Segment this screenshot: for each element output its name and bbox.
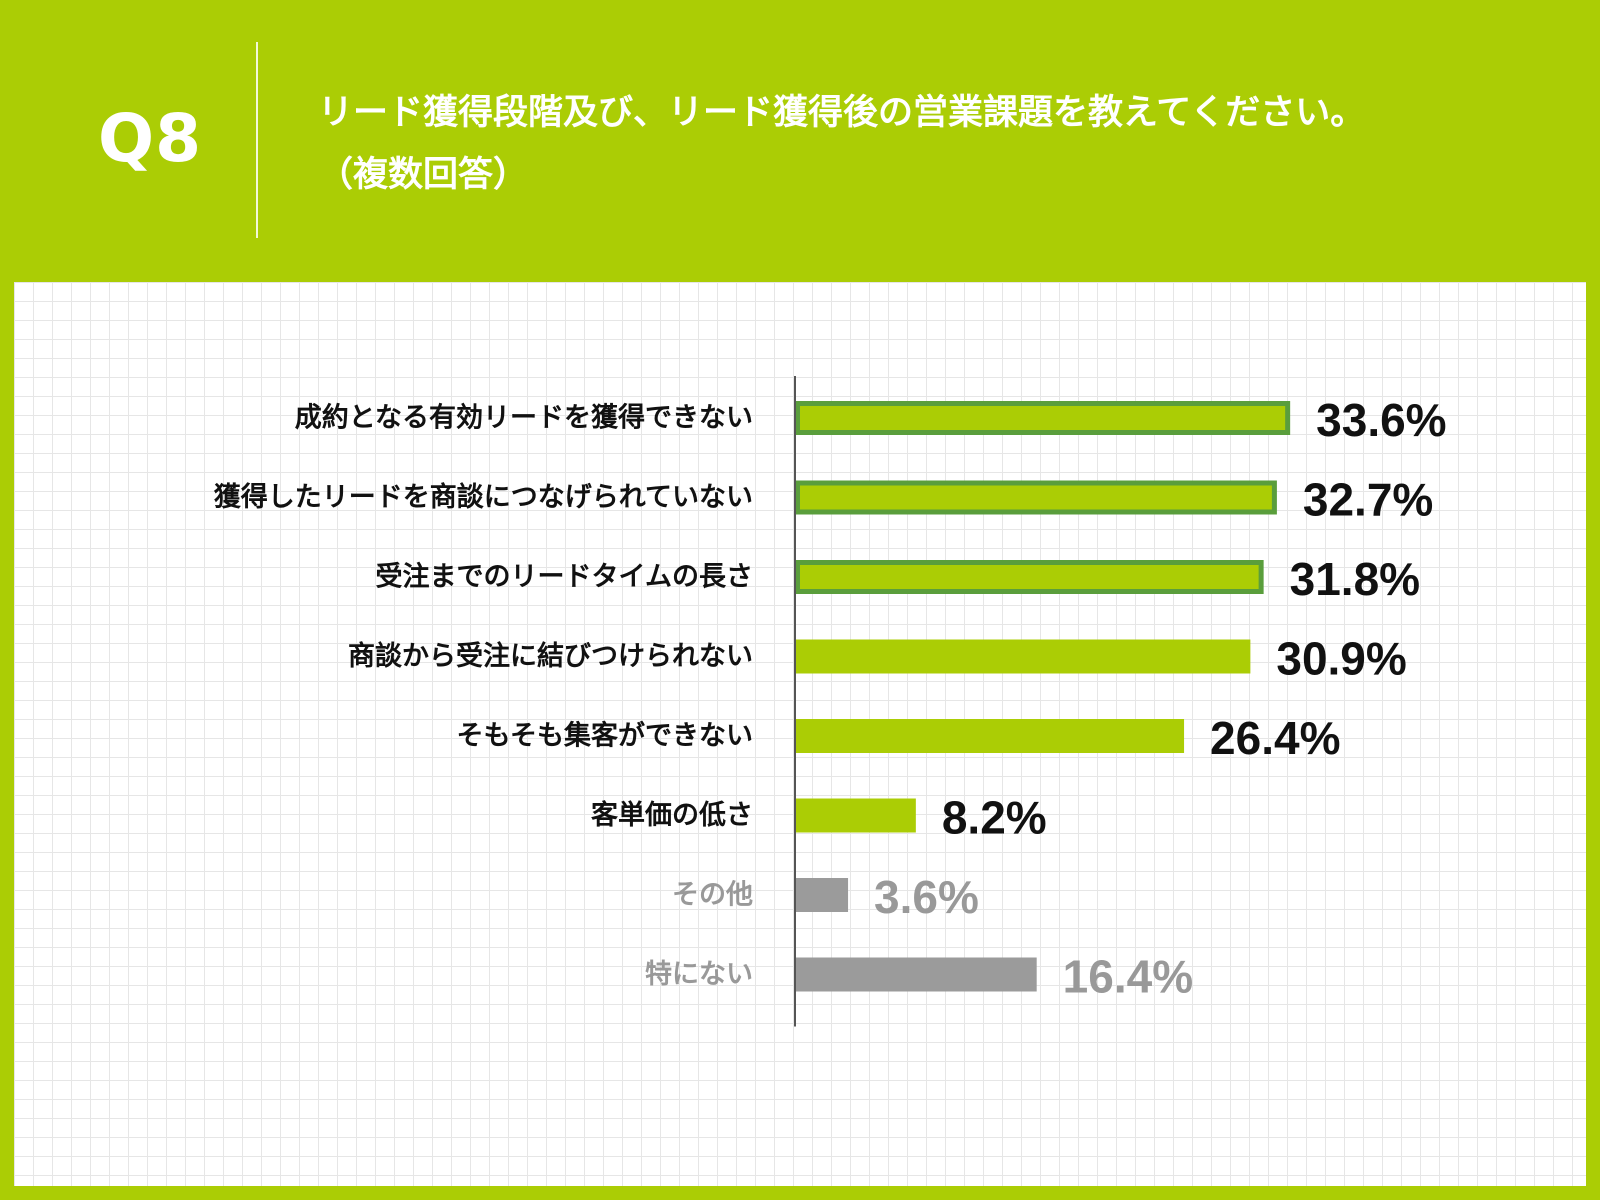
bar [795,719,1185,753]
question-title-line-2: （複数回答） [318,155,529,195]
bar-chart: 成約となる有効リードを獲得できない 33.6% 獲得したリードを商談につなげられてい… [214,376,1447,1027]
value-label: 8.2% [942,792,1047,844]
category-label: 客単価の低さ [591,799,753,831]
value-label: 26.4% [1210,712,1340,764]
question-title: リード獲得段階及び、リード獲得後の営業課題を教えてください。 （複数回答） [318,82,1365,206]
value-label: 33.6% [1316,394,1446,446]
bar-muted [795,878,849,912]
bar [795,639,1251,674]
category-label: 成約となる有効リードを獲得できない [295,402,753,434]
category-label: 商談から受注に結びつけられない [348,640,753,672]
category-label: 獲得したリードを商談につなげられていない [214,481,753,513]
bar-highlight [795,480,1277,515]
bar-highlight [795,560,1264,594]
bar-highlight [795,401,1291,435]
question-number: Q8 [98,100,203,177]
category-label: 特にない [645,959,753,990]
value-label: 31.8% [1290,553,1420,605]
chart-panel: 成約となる有効リードを獲得できない 33.6% 獲得したリードを商談につなげられてい… [14,282,1586,1186]
category-label: そもそも集客ができない [457,720,753,752]
category-label: 受注までのリードタイムの長さ [376,561,753,593]
category-label: その他 [672,880,753,911]
bar-muted [795,957,1037,992]
bar [795,798,916,833]
value-label: 3.6% [874,871,979,923]
value-label: 32.7% [1303,474,1433,526]
header: Q8 リード獲得段階及び、リード獲得後の営業課題を教えてください。 （複数回答） [0,0,1600,282]
header-divider [256,42,258,238]
value-label: 16.4% [1063,951,1193,1003]
value-label: 30.9% [1276,633,1406,685]
question-title-line-1: リード獲得段階及び、リード獲得後の営業課題を教えてください。 [318,93,1366,133]
